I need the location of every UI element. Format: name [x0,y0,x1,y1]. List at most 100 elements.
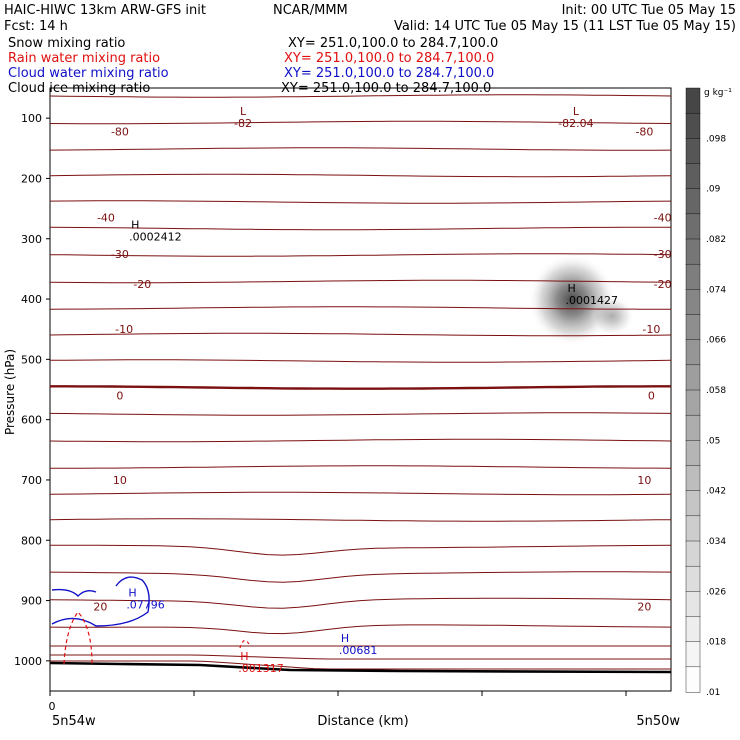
maximum-value: .07796 [126,599,165,612]
temperature-label: -10 [115,323,133,336]
maximum-mark: H [341,632,349,645]
y-tick-label: 100 [21,112,42,125]
colorbar-label: .098 [706,134,726,144]
colorbar-swatch [685,364,701,391]
rain-water-contour [63,611,93,665]
x-left-label: 5n54w [52,714,96,729]
isotherm-line [49,624,672,635]
colorbar-swatch [685,87,701,114]
header-init: Init: 00 UTC Tue 05 May 15 [562,3,736,18]
y-tick-label: 700 [21,474,42,487]
colorbar-label: .026 [706,587,726,597]
rain-water-contour [239,639,251,649]
colorbar-swatch [685,389,701,416]
colorbar-label: .082 [706,235,726,245]
isotherm-line [49,332,672,337]
legend-label-cloud-water: Cloud water mixing ratio [8,66,169,81]
header-title: HAIC-HIWC 13km ARW-GFS init [4,3,206,18]
plot-frame [49,87,672,692]
y-axis: 100 200 300 400 500 600 700 800 900 1000 [14,112,50,668]
colorbar-swatch [685,339,701,366]
colorbar-swatch [685,540,701,567]
legend-xy-rain: XY= 251.0,100.0 to 284.7,100.0 [284,51,494,66]
isotherm-line [49,226,671,231]
isotherm-line [49,173,672,178]
colorbar-swatch [685,314,701,341]
maximum-mark: H [568,282,576,295]
colorbar-swatch [685,591,701,618]
header-fcst: Fcst: 14 h [4,19,68,34]
y-tick-label: 800 [21,534,42,547]
temperature-label: L [573,105,580,118]
maximum-value: .0002412 [129,231,182,244]
temperature-label: -82 [234,117,252,130]
colorbar-swatch [685,666,701,693]
temperature-label: -20 [133,278,151,291]
header-valid: Valid: 14 UTC Tue 05 May 15 (11 LST Tue … [394,19,736,34]
temperature-label: -30 [111,248,129,261]
isotherm-line [50,660,671,670]
maximum-mark: H [128,587,136,600]
isotherm-line [49,571,672,583]
legend-label-snow: Snow mixing ratio [8,36,125,51]
y-tick-label: 300 [21,233,42,246]
legend-xy-snow: XY= 251.0,100.0 to 284.7,100.0 [288,36,498,51]
temperature-label: -10 [642,323,660,336]
terrain-line [49,661,672,674]
isotherm-line [49,279,672,284]
colorbar-unit: g kg⁻¹ [704,88,732,98]
snow-shading-tail [590,296,634,336]
temperature-label: L [240,105,247,118]
colorbar-swatch [685,616,701,643]
colorbar-swatch [685,163,701,190]
temperature-label: 10 [113,474,127,487]
colorbar-swatch [685,515,701,542]
colorbar-swatch [685,138,701,165]
isotherm-line [49,306,671,310]
x-right-label: 5n50w [636,714,680,729]
isotherm-line [49,120,672,125]
isotherm-line [50,544,672,556]
colorbar-label: .05 [706,436,720,446]
isotherm-line [50,465,672,469]
legend-xy-cloud-water: XY= 251.0,100.0 to 284.7,100.0 [284,66,494,81]
colorbar-swatch [685,289,701,316]
temperature-label: -20 [654,278,672,291]
colorbar-swatch [685,490,701,517]
maximum-mark: H [131,219,139,232]
y-axis-label: Pressure (hPa) [3,349,17,435]
temperature-labels: -80-82L-82.04L-80-40 -40-30 -30-20 -20-10 -1… [93,105,671,614]
temperature-label: -80 [111,125,129,138]
legend: Snow mixing ratio XY= 251.0,100.0 to 284… [8,36,498,96]
colorbar: g kg⁻¹ .098 .09 .082 .074 .066 .058 .05 .042 .03… [685,87,732,698]
isotherm-line [49,200,672,204]
cloud-water-contour [51,588,97,597]
colorbar-swatch [685,213,701,240]
temperature-label: 0 [648,390,655,403]
colorbar-swatch [685,565,701,593]
colorbar-label: .066 [706,336,726,346]
isotherm-line [49,597,672,609]
isotherm-line [49,491,672,496]
y-tick-label: 900 [21,595,42,608]
colorbar-label: .018 [706,638,726,648]
colorbar-swatch [685,238,701,265]
colorbar-swatches [685,87,701,693]
colorbar-swatch [685,465,701,492]
y-tick-label: 500 [21,353,42,366]
isotherm-line [49,147,672,151]
y-tick-label: 200 [21,172,42,185]
y-tick-label: 400 [21,293,42,306]
maximum-mark: H [240,650,248,663]
temperature-label: -40 [97,212,115,225]
temperature-label: -40 [654,212,672,225]
isotherm-line [50,385,671,390]
temperature-label: -30 [654,248,672,261]
maximum-value: .00681 [339,644,378,657]
legend-label-rain: Rain water mixing ratio [8,51,160,66]
mixing-ratio-contours [51,576,251,665]
y-tick-label: 1000 [14,655,42,668]
colorbar-swatch [685,188,701,215]
x-axis-label: Distance (km) [317,714,408,729]
